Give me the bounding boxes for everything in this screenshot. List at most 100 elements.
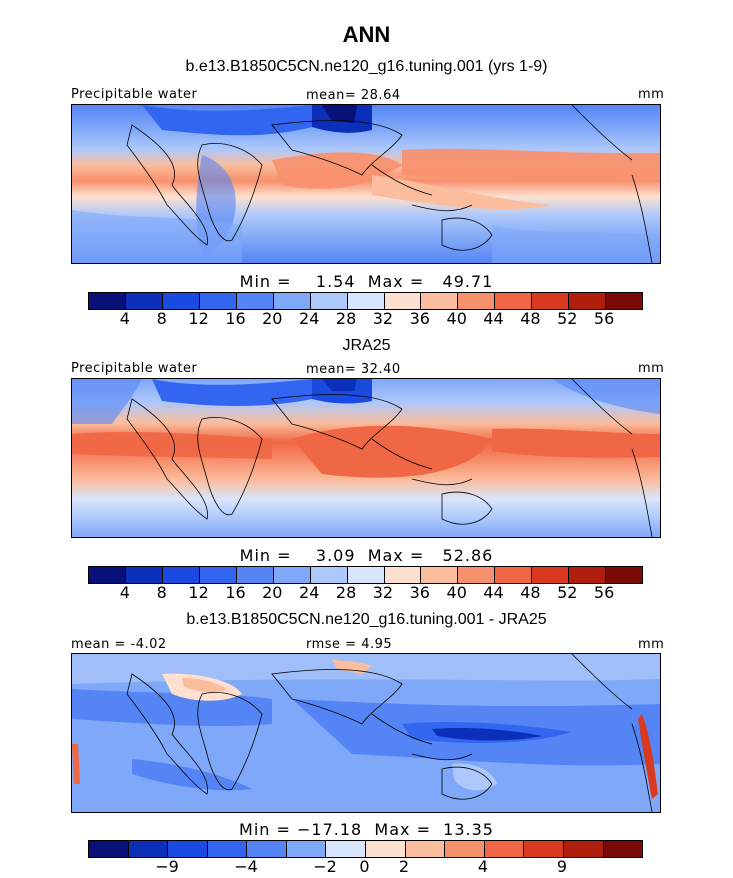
colorbar-swatch	[310, 567, 348, 583]
colorbar-tick-label: 52	[557, 583, 578, 602]
panel-3-colorbar	[88, 840, 643, 858]
colorbar-swatch	[495, 293, 533, 309]
colorbar-swatch	[569, 567, 607, 583]
colorbar-tick-label: 4	[477, 857, 489, 876]
colorbar-swatch	[168, 841, 208, 857]
colorbar-swatch	[366, 841, 406, 857]
colorbar-swatch	[273, 567, 311, 583]
panel-3-rmse-label: rmse = 4.95	[306, 637, 393, 652]
colorbar-swatch	[405, 841, 446, 857]
colorbar-swatch	[495, 567, 533, 583]
colorbar-tick-label: 56	[593, 309, 615, 328]
panel-2-mean-label: mean= 32.40	[306, 362, 401, 377]
colorbar-tick-label: 32	[372, 309, 394, 328]
panel-1-units-label: mm	[638, 87, 665, 102]
panel-1-mean-label: mean= 28.64	[306, 88, 401, 103]
colorbar-tick-label: −2	[313, 857, 337, 876]
colorbar-swatch	[162, 567, 200, 583]
panel-2-colorbar	[88, 566, 643, 584]
colorbar-swatch	[326, 841, 367, 857]
colorbar-tick-label: 9	[556, 857, 568, 876]
colorbar-tick-label: 56	[593, 583, 615, 602]
panel-3-mean-label: mean = -4.02	[71, 637, 167, 652]
panel-3-units-label: mm	[638, 637, 665, 652]
colorbar-swatch	[532, 567, 570, 583]
panel-1-minmax: Min = 1.54 Max = 49.71	[239, 272, 494, 291]
colorbar-swatch	[563, 841, 604, 857]
colorbar-swatch	[606, 293, 643, 309]
colorbar-swatch	[445, 841, 485, 857]
colorbar-tick-label: 48	[520, 309, 541, 328]
colorbar-tick-label: 4	[119, 583, 130, 602]
panel-1-colorbar-ticks: 4 8 12 16 20 24 28 32 36 40 44 48 52 56	[88, 309, 641, 329]
panel-2-colorbar-ticks: 4 8 12 16 20 24 28 32 36 40 44 48 52 56	[88, 583, 641, 603]
colorbar-tick-label: 40	[446, 583, 467, 602]
colorbar-swatch	[236, 567, 274, 583]
colorbar-tick-label: 36	[409, 309, 430, 328]
panel-2-minmax: Min = 3.09 Max = 52.86	[239, 546, 494, 565]
colorbar-swatch	[384, 567, 422, 583]
colorbar-tick-label: 16	[225, 583, 246, 602]
colorbar-tick-label: 48	[520, 583, 541, 602]
colorbar-tick-label: 0	[359, 857, 370, 876]
colorbar-swatch	[247, 841, 287, 857]
colorbar-swatch	[421, 567, 459, 583]
panel-1-colorbar	[88, 292, 643, 310]
colorbar-tick-label: 40	[446, 309, 467, 328]
colorbar-tick-label: 8	[156, 583, 167, 602]
colorbar-swatch	[524, 841, 564, 857]
colorbar-swatch	[458, 293, 496, 309]
panel-3-map	[71, 653, 661, 813]
colorbar-swatch	[89, 841, 129, 857]
colorbar-swatch	[384, 293, 422, 309]
colorbar-swatch	[347, 293, 385, 309]
colorbar-swatch	[199, 567, 237, 583]
panel-3-colorbar-ticks: −9 −4 −2 0 2 4 9	[88, 857, 641, 877]
colorbar-swatch	[125, 567, 163, 583]
colorbar-tick-label: 4	[119, 309, 130, 328]
colorbar-tick-label: 24	[299, 583, 320, 602]
colorbar-swatch	[532, 293, 570, 309]
panel-2-variable-label: Precipitable water	[71, 361, 198, 376]
colorbar-tick-label: 16	[225, 309, 246, 328]
colorbar-tick-label: 28	[335, 583, 357, 602]
colorbar-tick-label: 20	[262, 583, 283, 602]
panel-1-title: b.e13.B1850C5CN.ne120_g16.tuning.001 (yr…	[185, 58, 548, 75]
colorbar-tick-label: −9	[155, 857, 179, 876]
colorbar-swatch	[89, 293, 126, 309]
panel-2-units-label: mm	[638, 361, 665, 376]
colorbar-swatch	[207, 841, 248, 857]
colorbar-swatch	[286, 841, 327, 857]
colorbar-tick-label: 8	[156, 309, 167, 328]
colorbar-tick-label: 12	[188, 309, 209, 328]
colorbar-tick-label: 12	[188, 583, 209, 602]
panel-2-title: JRA25	[342, 337, 391, 354]
colorbar-tick-label: 2	[398, 857, 410, 876]
colorbar-tick-label: 52	[557, 309, 578, 328]
figure-title: ANN	[342, 22, 391, 47]
colorbar-swatch	[125, 293, 163, 309]
panel-2-map	[71, 378, 661, 538]
colorbar-swatch	[273, 293, 311, 309]
colorbar-tick-label: 24	[299, 309, 320, 328]
colorbar-tick-label: 20	[262, 309, 283, 328]
panel-1-variable-label: Precipitable water	[71, 87, 198, 102]
colorbar-swatch	[162, 293, 200, 309]
colorbar-swatch	[347, 567, 385, 583]
colorbar-swatch	[603, 841, 643, 857]
colorbar-swatch	[458, 567, 496, 583]
colorbar-tick-label: 44	[483, 309, 504, 328]
colorbar-swatch	[128, 841, 169, 857]
panel-3-title: b.e13.B1850C5CN.ne120_g16.tuning.001 - J…	[186, 611, 547, 628]
panel-3-minmax: Min = −17.18 Max = 13.35	[239, 820, 494, 839]
colorbar-swatch	[310, 293, 348, 309]
panel-1-map	[71, 104, 661, 264]
colorbar-swatch	[606, 567, 643, 583]
colorbar-swatch	[236, 293, 274, 309]
colorbar-tick-label: −4	[234, 857, 258, 876]
colorbar-swatch	[199, 293, 237, 309]
colorbar-tick-label: 28	[335, 309, 357, 328]
colorbar-swatch	[421, 293, 459, 309]
colorbar-tick-label: 32	[372, 583, 394, 602]
colorbar-swatch	[569, 293, 607, 309]
